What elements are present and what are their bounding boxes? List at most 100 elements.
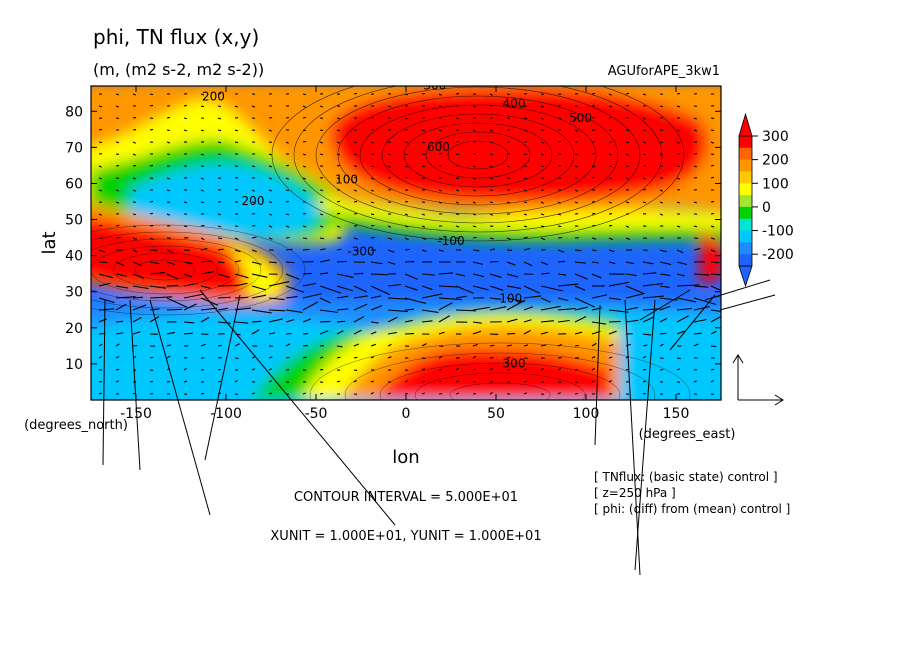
- flux-vector: [387, 105, 392, 108]
- flux-vector: [608, 201, 612, 204]
- y-tick-label: 70: [65, 140, 83, 156]
- flux-vector: [217, 248, 224, 251]
- flux-vector: [489, 367, 494, 371]
- flux-vector: [489, 237, 494, 240]
- flux-vector: [523, 189, 527, 192]
- flux-vector: [676, 297, 697, 303]
- flux-vector: [608, 297, 621, 301]
- flux-vector: [132, 141, 136, 144]
- flux-vector: [302, 116, 307, 119]
- flux-vector: [234, 129, 239, 132]
- flux-vector: [302, 237, 308, 240]
- flux-vector: [217, 368, 222, 371]
- flux-vector: [506, 93, 511, 96]
- flux-vector: [302, 212, 307, 215]
- flux-vector: [319, 297, 331, 304]
- flux-vector: [234, 141, 239, 144]
- colorbar-segment: [739, 242, 752, 255]
- flux-vector: [608, 237, 614, 241]
- flux-vector: [625, 104, 630, 107]
- contour-band-south-red: [375, 348, 610, 400]
- flux-vector: [625, 237, 630, 240]
- flux-vector: [217, 296, 231, 299]
- flux-vector: [676, 129, 680, 132]
- flux-vector: [285, 261, 295, 264]
- flux-vector: [98, 273, 114, 279]
- flux-vector: [98, 282, 111, 287]
- flux-vector: [217, 307, 228, 311]
- flux-vector: [506, 225, 511, 228]
- flux-vector: [676, 307, 693, 311]
- flux-vector: [472, 165, 477, 168]
- flux-vector: [370, 380, 375, 383]
- flux-vector: [489, 201, 494, 204]
- flux-vector: [540, 367, 545, 371]
- flux-vector: [506, 318, 518, 323]
- flux-vector: [659, 249, 667, 253]
- colorbar-label: 200: [762, 153, 789, 169]
- flux-vector: [608, 116, 613, 119]
- flux-vector: [302, 153, 307, 156]
- flux-vector: [387, 343, 392, 347]
- flux-vector: [455, 225, 460, 228]
- colorbar-segment: [739, 206, 752, 220]
- flux-vector: [234, 237, 239, 240]
- flux-vector: [251, 273, 268, 278]
- flux-vector: [132, 273, 145, 279]
- flux-vector: [302, 189, 306, 192]
- flux-vector: [98, 237, 103, 240]
- flux-vector: [574, 129, 578, 132]
- colorbar-segment: [739, 230, 752, 243]
- flux-vector: [200, 224, 205, 227]
- flux-vector: [387, 237, 393, 240]
- colorbar-segment: [739, 195, 752, 208]
- flux-vector: [268, 177, 273, 180]
- contour-line: [447, 140, 509, 170]
- colorbar-label: 300: [762, 129, 789, 145]
- flux-vector: [149, 93, 154, 96]
- reference-vector-y-head: [732, 354, 744, 364]
- flux-vector: [421, 285, 433, 291]
- flux-vector: [251, 261, 262, 265]
- flux-vector: [183, 303, 197, 311]
- flux-vector: [319, 213, 324, 216]
- x-axis-label: lon: [392, 447, 419, 468]
- flux-vector: [659, 273, 671, 277]
- flux-vector: [387, 261, 396, 265]
- flux-vector: [234, 379, 238, 383]
- flux-vector: [115, 236, 121, 239]
- flux-vector: [557, 273, 567, 276]
- flux-vector: [387, 356, 392, 359]
- flux-vector: [319, 141, 324, 144]
- contour-line: [271, 86, 685, 242]
- flux-vector: [506, 273, 519, 278]
- flux-vector: [166, 261, 176, 265]
- flux-vector: [540, 237, 546, 241]
- contour-label: 400: [503, 97, 526, 111]
- flux-vector: [387, 283, 402, 287]
- flux-vector: [302, 93, 307, 96]
- flux-vector: [166, 249, 174, 253]
- flux-vector: [336, 308, 349, 311]
- flux-vector: [642, 188, 647, 191]
- contour-lines: [91, 86, 691, 400]
- flux-vector: [438, 249, 444, 252]
- contour-line: [337, 95, 619, 215]
- flux-vector: [693, 165, 698, 168]
- flux-vector: [659, 105, 664, 108]
- flux-vector: [523, 201, 528, 204]
- flux-vector: [353, 249, 359, 252]
- y-axis-label: lat: [39, 231, 60, 254]
- flux-vector: [285, 189, 290, 192]
- flux-vector: [404, 153, 409, 156]
- flux-vector: [472, 249, 480, 252]
- flux-vector: [370, 392, 374, 395]
- flux-vector: [523, 392, 527, 395]
- contour-band-ne-red: [330, 87, 708, 202]
- flux-vector: [472, 129, 476, 132]
- flux-vector: [98, 261, 108, 264]
- flux-vector: [608, 93, 612, 96]
- flux-vector: [472, 330, 482, 335]
- flux-vector: [149, 316, 160, 323]
- y-tick-label: 50: [65, 213, 83, 229]
